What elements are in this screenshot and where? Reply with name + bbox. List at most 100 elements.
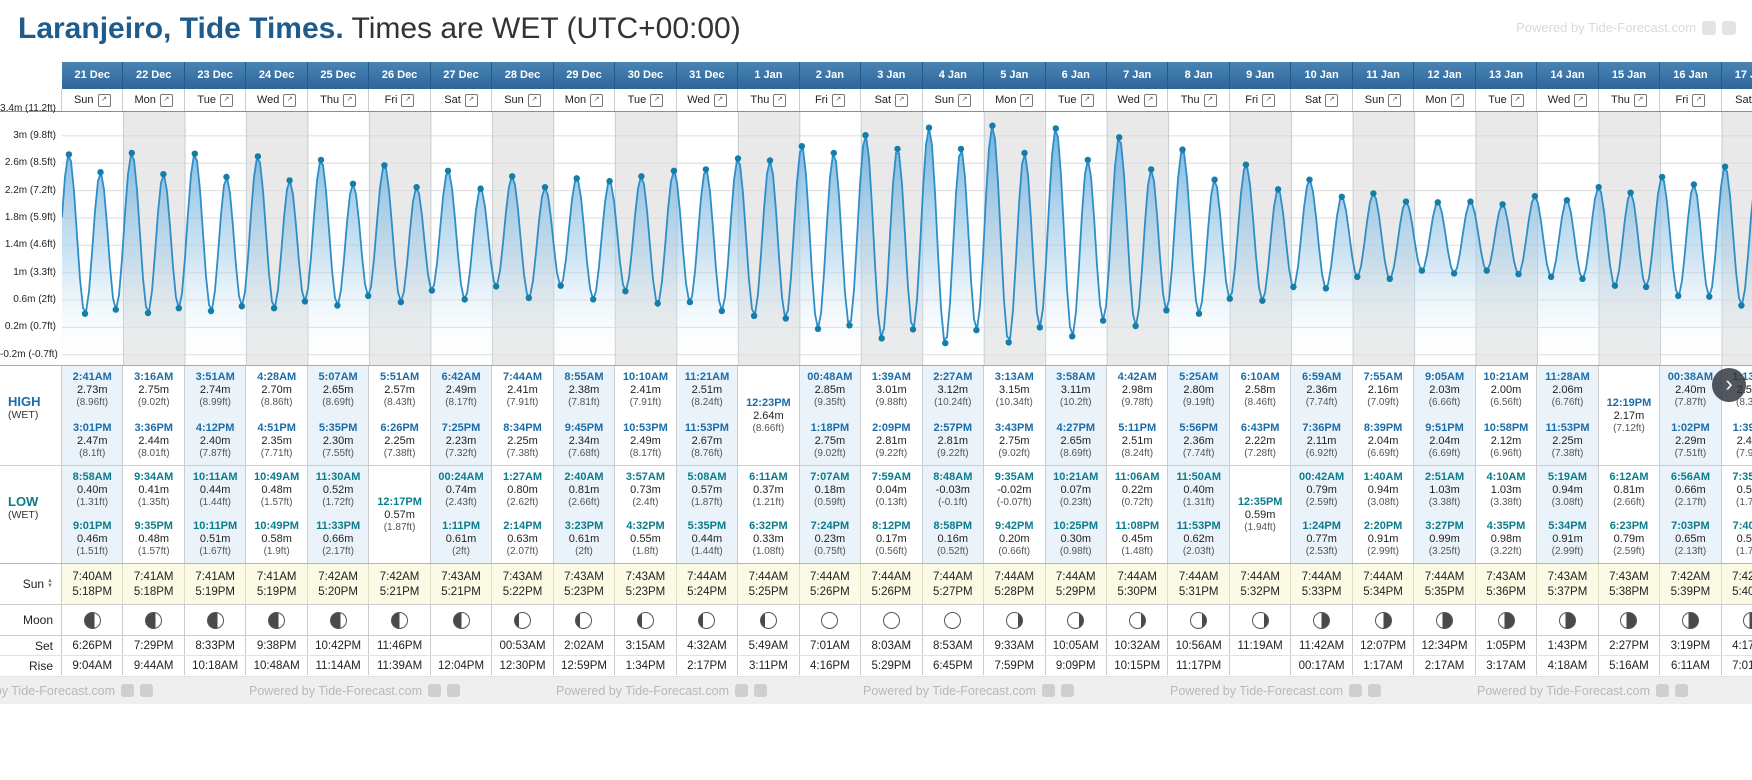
social-icon[interactable]	[121, 684, 134, 697]
tide-entry: 12:23PM 2.64m (8.66ft)	[746, 397, 791, 435]
expand-day-icon[interactable]: ↗	[1388, 93, 1402, 107]
social-icon[interactable]	[1702, 20, 1716, 35]
expand-day-icon[interactable]: ↗	[1510, 93, 1524, 107]
date-header-cell[interactable]: 14 Jan	[1537, 62, 1599, 89]
date-header-cell[interactable]: 10 Jan	[1291, 62, 1353, 89]
powered-by-footer: Powered by Tide-Forecast.com	[0, 684, 153, 698]
social-icon[interactable]	[1061, 684, 1074, 697]
social-icon[interactable]	[1349, 684, 1362, 697]
sun-expand-toggle[interactable]: ▲ ▼	[47, 578, 53, 589]
expand-day-icon[interactable]: ↗	[527, 93, 541, 107]
sunrise-time: 7:41AM	[133, 570, 174, 583]
expand-day-icon[interactable]: ↗	[219, 93, 233, 107]
date-header-cell[interactable]: 21 Dec	[62, 62, 124, 89]
sun-times-row: Sun ▲ ▼ 7:40AM 5:18PM 7:41AM 5:18PM 7:41AM 5:1…	[0, 563, 1752, 604]
tide-entry: 6:12AM 0.81m (2.66ft)	[1609, 471, 1648, 509]
expand-day-icon[interactable]: ↗	[343, 93, 357, 107]
expand-day-icon[interactable]: ↗	[1080, 93, 1094, 107]
expand-day-icon[interactable]: ↗	[1262, 93, 1276, 107]
expand-day-icon[interactable]: ↗	[159, 93, 173, 107]
tide-height-ft: (7.55ft)	[322, 448, 354, 460]
expand-day-icon[interactable]: ↗	[1450, 93, 1464, 107]
moonset-cell: 9:33AM	[984, 636, 1046, 655]
date-header-cell[interactable]: 12 Jan	[1414, 62, 1476, 89]
tide-entry: 5:51AM 2.57m (8.43ft)	[380, 371, 419, 409]
social-icon[interactable]	[1368, 684, 1381, 697]
social-icon[interactable]	[428, 684, 441, 697]
expand-day-icon[interactable]: ↗	[1203, 93, 1217, 107]
date-header-cell[interactable]: 22 Dec	[123, 62, 185, 89]
moon-phase-cell	[369, 605, 431, 635]
date-header-cell[interactable]: 9 Jan	[1230, 62, 1292, 89]
social-icon[interactable]	[735, 684, 748, 697]
date-header-cell[interactable]: 28 Dec	[492, 62, 554, 89]
date-header-cell[interactable]: 2 Jan	[800, 62, 862, 89]
expand-day-icon[interactable]: ↗	[1574, 93, 1588, 107]
date-header-cell[interactable]: 31 Dec	[677, 62, 739, 89]
expand-day-icon[interactable]: ↗	[1325, 93, 1339, 107]
expand-day-icon[interactable]: ↗	[1692, 93, 1706, 107]
scroll-next-button[interactable]: ›	[1712, 368, 1746, 402]
expand-day-icon[interactable]: ↗	[97, 93, 111, 107]
expand-day-icon[interactable]: ↗	[283, 93, 297, 107]
expand-day-icon[interactable]: ↗	[1143, 93, 1157, 107]
weekday-label: Sat	[874, 94, 892, 106]
tide-height-ft: (1.57ft)	[137, 546, 170, 558]
date-header-cell[interactable]: 27 Dec	[431, 62, 493, 89]
date-header-cell[interactable]: 6 Jan	[1046, 62, 1107, 89]
date-header-cell[interactable]: 29 Dec	[554, 62, 616, 89]
sun-times-cell: 7:43AM 5:21PM	[430, 564, 493, 604]
tide-height-m: 2.03m	[1429, 383, 1460, 396]
expand-day-icon[interactable]: ↗	[831, 93, 845, 107]
low-tide-cell: 6:11AM 0.37m (1.21ft) 6:32PM 0.33m (1.08ft)	[738, 466, 800, 563]
tide-time: 8:34PM	[503, 422, 542, 435]
date-header-cell[interactable]: 15 Jan	[1599, 62, 1661, 89]
tide-time: 4:42AM	[1117, 371, 1157, 383]
date-header-cell[interactable]: 17 Jan	[1722, 62, 1752, 89]
expand-day-icon[interactable]: ↗	[958, 93, 972, 107]
date-header-cell[interactable]: 24 Dec	[246, 62, 308, 89]
expand-day-icon[interactable]: ↗	[650, 93, 664, 107]
social-icon[interactable]	[1656, 684, 1669, 697]
tide-height-m: 0.48m	[261, 483, 292, 496]
tide-height-ft: (8.24ft)	[691, 396, 723, 408]
social-icon[interactable]	[1722, 20, 1736, 35]
social-icon[interactable]	[1042, 684, 1055, 697]
high-tide-cell: 00:38AM 2.40m (7.87ft) 1:02PM 2.29m (7.51ft)	[1660, 366, 1722, 465]
date-header-cell[interactable]: 23 Dec	[185, 62, 247, 89]
social-icon[interactable]	[754, 684, 767, 697]
tide-entry: 1:18PM 2.75m (9.02ft)	[811, 422, 850, 460]
social-icon[interactable]	[140, 684, 153, 697]
date-header-cell[interactable]: 13 Jan	[1476, 62, 1538, 89]
date-header-cell[interactable]: 1 Jan	[738, 62, 800, 89]
low-row-gutter: LOW (WET)	[0, 466, 62, 563]
expand-day-icon[interactable]: ↗	[1020, 93, 1034, 107]
tide-height-m: 2.75m	[814, 435, 846, 448]
date-header-cell[interactable]: 8 Jan	[1168, 62, 1230, 89]
expand-day-icon[interactable]: ↗	[1633, 93, 1647, 107]
social-icon[interactable]	[447, 684, 460, 697]
moonrise-cell: 1:34PM	[615, 656, 677, 675]
date-header-cell[interactable]: 25 Dec	[308, 62, 370, 89]
date-header-cell[interactable]: 26 Dec	[369, 62, 431, 89]
date-header-cell[interactable]: 11 Jan	[1353, 62, 1415, 89]
expand-day-icon[interactable]: ↗	[590, 93, 604, 107]
date-header-cell[interactable]: 5 Jan	[984, 62, 1046, 89]
date-header-cell[interactable]: 3 Jan	[861, 62, 923, 89]
tide-entry: 1:40AM 0.94m (3.08ft)	[1364, 471, 1403, 509]
date-header-cell[interactable]: 4 Jan	[923, 62, 985, 89]
social-icon[interactable]	[1675, 684, 1688, 697]
expand-day-icon[interactable]: ↗	[713, 93, 727, 107]
tide-height-ft: (2.66ft)	[568, 496, 600, 508]
date-header-cell[interactable]: 30 Dec	[615, 62, 677, 89]
expand-day-icon[interactable]: ↗	[464, 93, 478, 107]
tide-height-m: 2.41m	[1736, 435, 1752, 448]
tide-time: 11:53PM	[1176, 520, 1221, 533]
date-header-cell[interactable]: 7 Jan	[1107, 62, 1169, 89]
expand-day-icon[interactable]: ↗	[895, 93, 909, 107]
sunrise-time: 7:44AM	[1178, 570, 1219, 583]
expand-day-icon[interactable]: ↗	[401, 93, 415, 107]
date-header-cell[interactable]: 16 Jan	[1660, 62, 1722, 89]
expand-day-icon[interactable]: ↗	[773, 93, 787, 107]
low-tide-row: LOW (WET) 8:58AM 0.40m (1.31ft) 9:01PM 0.46m…	[0, 465, 1752, 563]
